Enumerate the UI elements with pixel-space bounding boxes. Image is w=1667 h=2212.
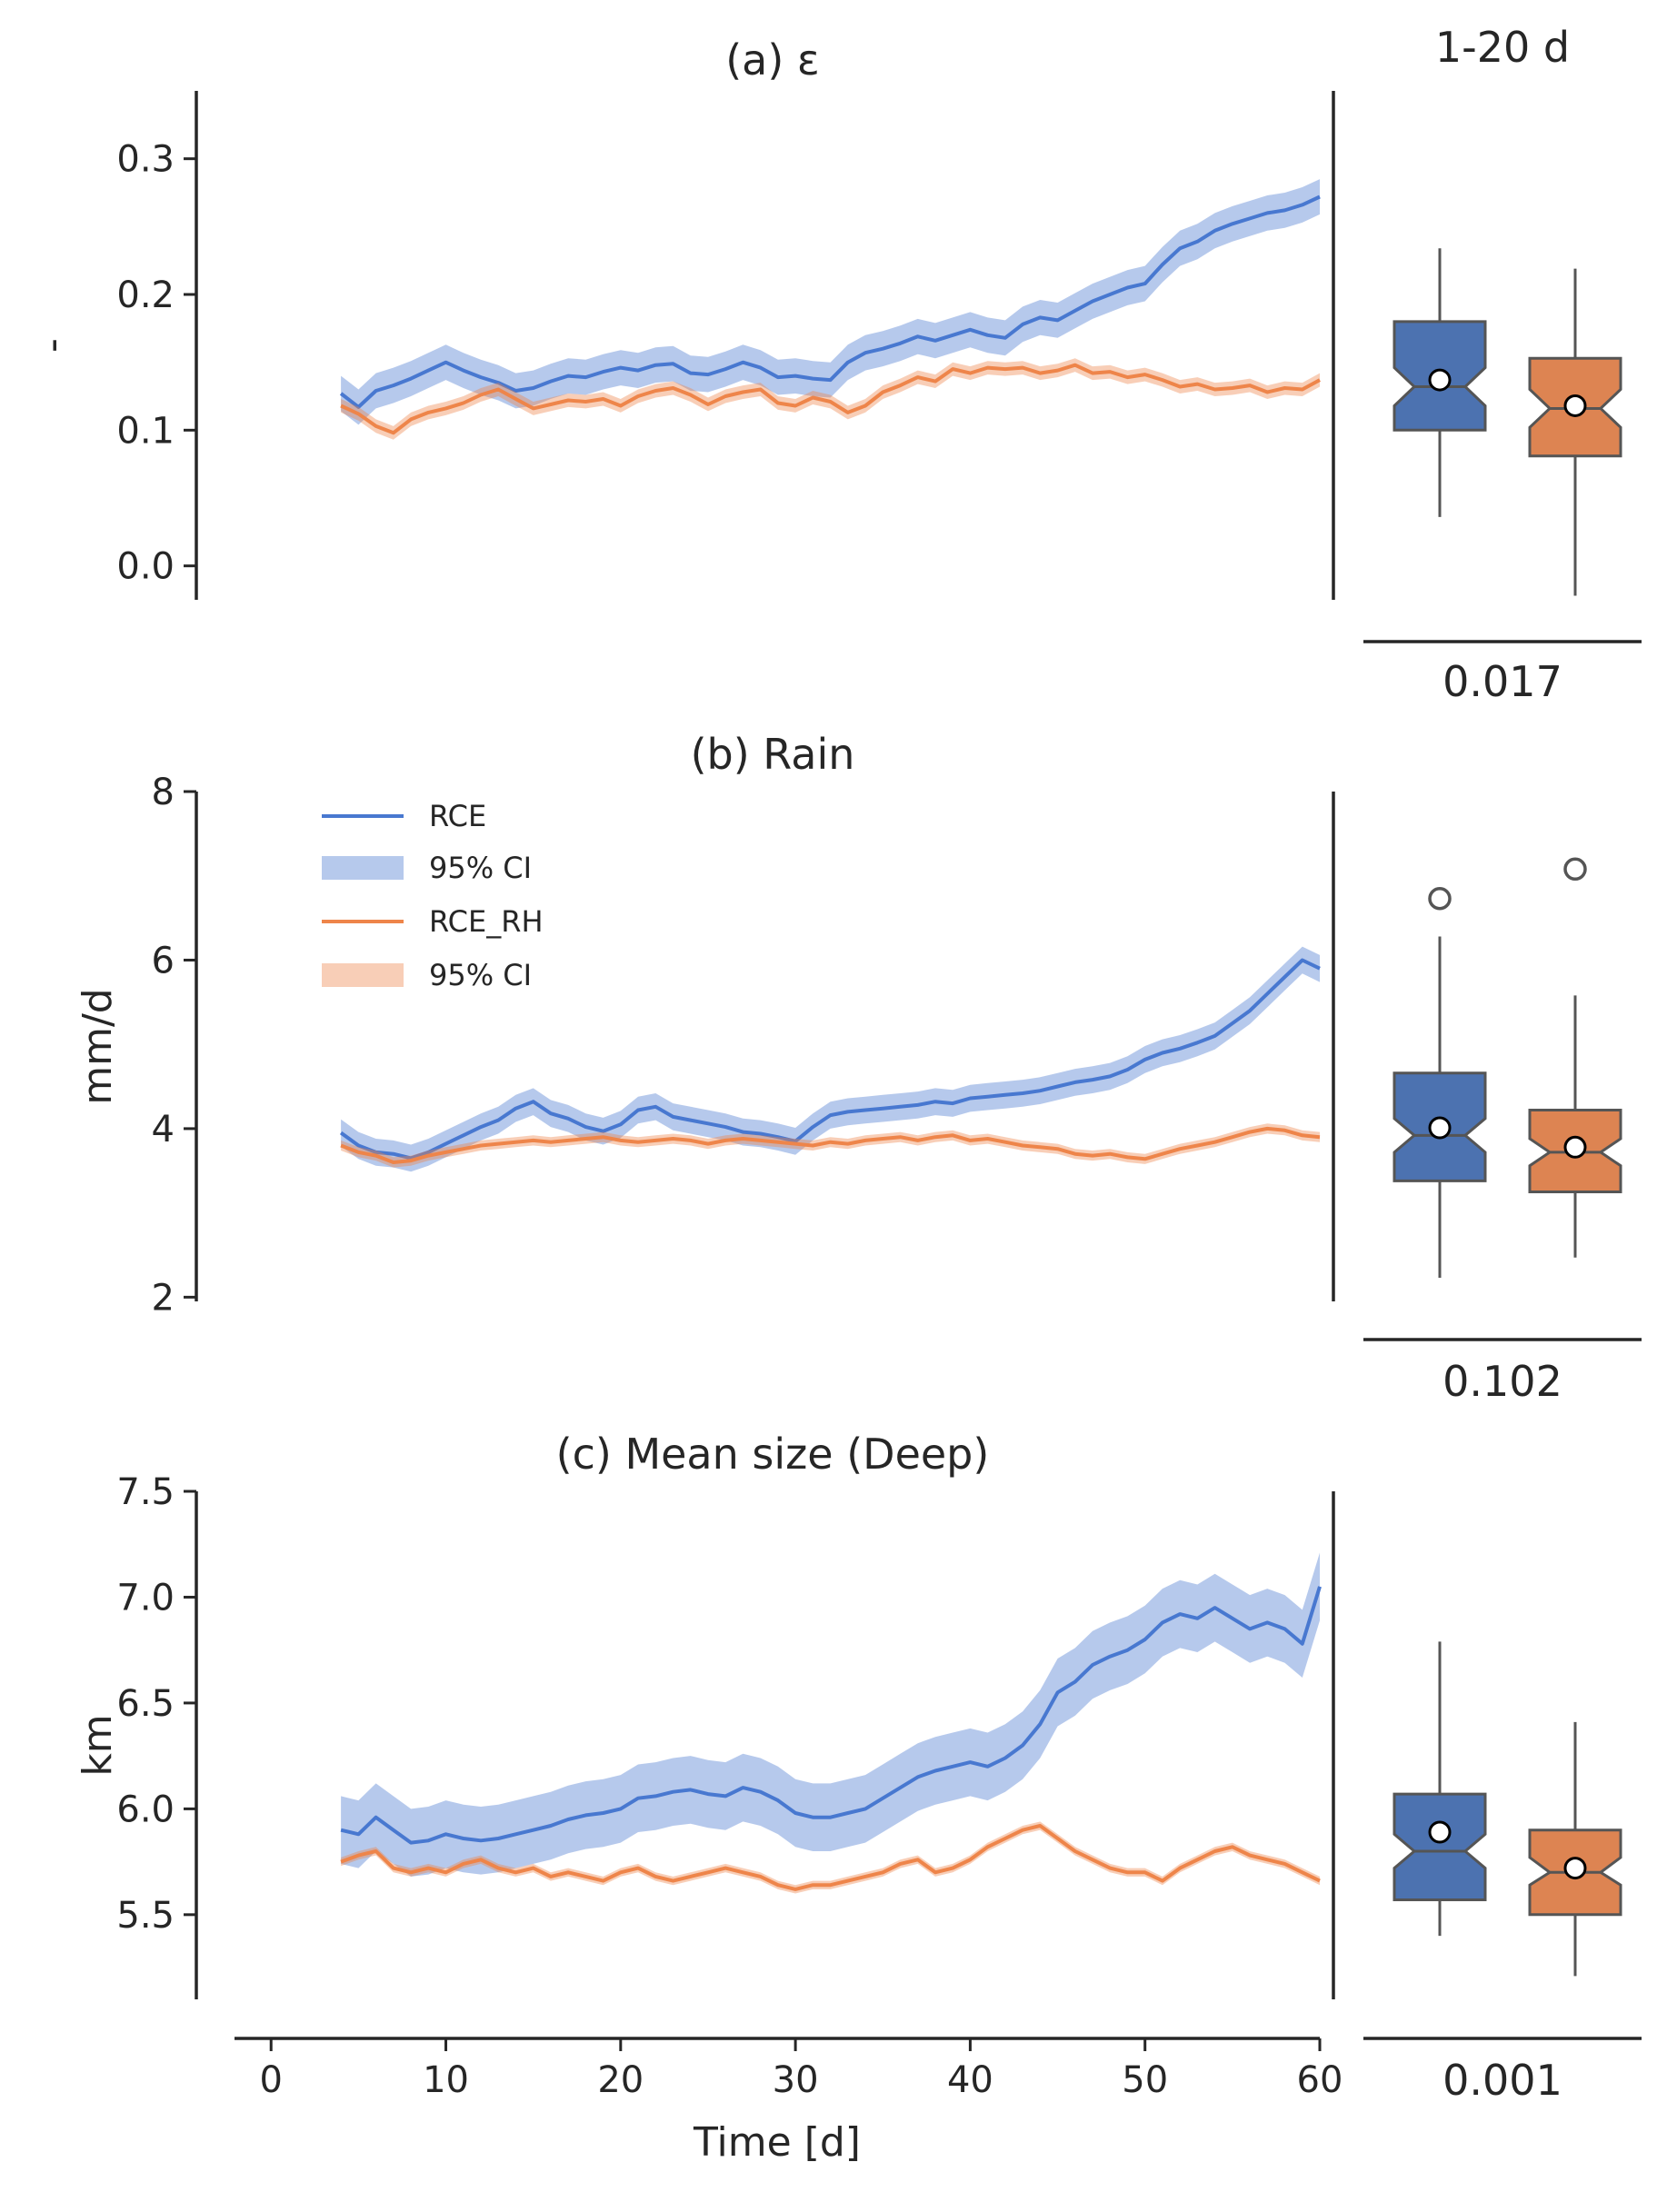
legend-label: 95% CI xyxy=(429,958,532,992)
panel-3: 5.5 6.0 6.5 7.0 7.5 km (c) Mean size (Deep) 0.0… xyxy=(75,1430,1642,2105)
box-mean-marker xyxy=(1428,1116,1452,1140)
panel-2: 2 4 6 8 mm/d (b) Rain 0.102 xyxy=(75,730,1642,1406)
ci-band-rce xyxy=(341,179,1321,425)
box-outlier xyxy=(1428,887,1452,911)
y-axis-label: mm/d xyxy=(75,988,121,1104)
panel-title: (c) Mean size (Deep) xyxy=(556,1430,990,1479)
legend-band-swatch xyxy=(322,963,404,987)
y-tick-label: 2 xyxy=(152,1277,175,1319)
panel-title: (b) Rain xyxy=(691,730,855,779)
y-tick-label: 0.2 xyxy=(116,274,175,316)
time-axis: 0 10 20 30 40 50 60 Time [d] xyxy=(235,2037,1343,2166)
y-tick-label: 4 xyxy=(152,1109,175,1151)
box-mean-marker xyxy=(1563,1857,1587,1880)
y-tick-label: 0.0 xyxy=(116,546,175,588)
ci-band-rce xyxy=(341,946,1321,1172)
panel-title: (a) ε xyxy=(725,35,820,85)
series-line-rce xyxy=(340,1586,1322,1845)
y-tick-label: 0.3 xyxy=(116,139,175,181)
box-outlier xyxy=(1563,857,1587,882)
y-tick-label: 5.5 xyxy=(116,1895,175,1937)
y-tick-label: 6 xyxy=(152,940,175,981)
series-line-rce_rh xyxy=(340,363,1321,435)
series-line-rce xyxy=(339,194,1321,409)
box-mean-marker xyxy=(1563,1135,1587,1159)
ci-band-rce xyxy=(341,1552,1321,1877)
series-line-rce xyxy=(339,958,1321,1161)
legend-band-swatch xyxy=(322,856,404,880)
x-tick-label: 20 xyxy=(597,2059,644,2101)
y-tick-label: 6.5 xyxy=(116,1683,175,1725)
ci-band-rce_rh xyxy=(341,1123,1321,1168)
p-value-label: 0.001 xyxy=(1442,2056,1562,2105)
y-tick-label: 6.0 xyxy=(116,1789,175,1830)
y-tick-label: 8 xyxy=(152,772,175,813)
y-tick-label: 7.0 xyxy=(116,1577,175,1619)
y-tick-label: 0.1 xyxy=(116,410,175,452)
series-line-rce_rh xyxy=(340,1126,1321,1164)
y-axis-label: - xyxy=(29,338,75,353)
x-tick-label: 60 xyxy=(1297,2059,1343,2101)
box-mean-marker xyxy=(1428,368,1452,392)
legend: RCE 95% CI RCE_RH 95% CI xyxy=(322,799,544,992)
p-value-label: 0.102 xyxy=(1442,1357,1562,1406)
box-mean-marker xyxy=(1563,394,1587,417)
ci-band-rce_rh xyxy=(341,358,1321,440)
box-body-rce xyxy=(1392,1792,1487,1901)
legend-label: 95% CI xyxy=(429,851,532,885)
x-tick-label: 40 xyxy=(947,2059,993,2101)
box-mean-marker xyxy=(1428,1820,1452,1844)
x-tick-label: 0 xyxy=(260,2059,283,2101)
p-value-label: 0.017 xyxy=(1442,657,1562,706)
y-axis-label: km xyxy=(75,1714,121,1776)
legend-label: RCE xyxy=(429,799,486,833)
series-line-rce_rh xyxy=(340,1824,1321,1891)
box-header: 1-20 d xyxy=(1435,23,1570,72)
x-tick-label: 10 xyxy=(423,2059,469,2101)
panel-1: 0.0 0.1 0.2 0.3 - (a) ε 0.017 xyxy=(29,35,1642,706)
x-axis-label: Time [d] xyxy=(693,2119,861,2166)
y-tick-label: 7.5 xyxy=(116,1471,175,1513)
x-tick-label: 30 xyxy=(773,2059,819,2101)
x-tick-label: 50 xyxy=(1122,2059,1168,2101)
legend-label: RCE_RH xyxy=(429,904,544,939)
